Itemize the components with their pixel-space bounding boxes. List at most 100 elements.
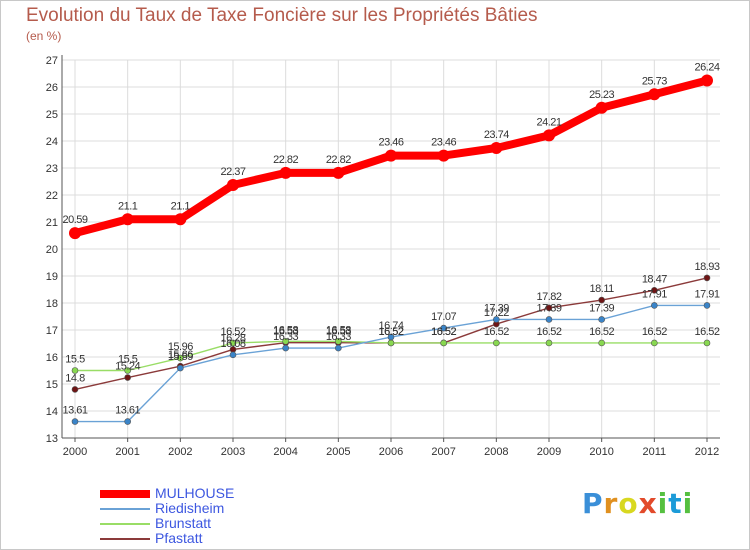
data-label: 16.52 — [378, 326, 403, 338]
data-label: 22.82 — [326, 154, 351, 166]
data-label: 16.52 — [484, 326, 509, 338]
x-tick-label: 2000 — [63, 446, 87, 458]
data-label: 21.1 — [171, 200, 191, 212]
data-point — [177, 364, 184, 372]
data-label: 15.5 — [118, 354, 138, 366]
data-point — [703, 339, 711, 347]
data-point — [335, 344, 342, 352]
data-label: 18.11 — [590, 283, 615, 295]
data-labels: 20.59 21.1 21.1 22.37 22.82 22.82 23.46 23.46 23… — [62, 62, 720, 417]
legend-swatch-pfastatt — [100, 537, 150, 540]
data-point — [545, 316, 553, 323]
data-label: 16.52 — [694, 326, 719, 338]
data-label: 16.53 — [273, 326, 298, 338]
axes: 13 14 15 16 17 18 19 20 21 22 23 24 25 26 27 2000 2001 20… — [46, 55, 720, 458]
data-point — [437, 149, 450, 162]
data-label: 25.73 — [642, 75, 667, 87]
data-point — [124, 374, 131, 381]
data-label: 16.74 — [378, 320, 403, 332]
data-point — [71, 418, 79, 425]
data-point — [121, 213, 134, 226]
y-tick-label: 26 — [46, 82, 58, 94]
data-point — [440, 324, 447, 332]
data-label: 23.74 — [484, 129, 509, 141]
data-label: 15.66 — [168, 349, 193, 361]
legend-label: Pfastatt — [155, 530, 203, 546]
x-tick-label: 2001 — [115, 446, 139, 458]
data-point — [387, 333, 395, 341]
x-tick-label: 2005 — [326, 446, 350, 458]
data-label: 16.28 — [220, 332, 245, 344]
y-tick-label: 24 — [46, 136, 58, 148]
grid — [62, 59, 720, 439]
legend-item: MULHOUSE — [100, 486, 234, 501]
x-tick-label: 2008 — [484, 446, 508, 458]
data-point — [282, 344, 289, 352]
data-label: 17.91 — [694, 288, 719, 300]
data-label: 16.52 — [220, 326, 245, 338]
data-point — [545, 339, 553, 347]
chart-title: Evolution du Taux de Taxe Foncière sur l… — [26, 5, 538, 26]
data-label: 18.93 — [694, 261, 719, 273]
data-label: 17.39 — [484, 302, 509, 314]
y-tick-label: 14 — [46, 406, 58, 418]
logo-letter: x — [638, 487, 658, 520]
data-label: 21.1 — [118, 200, 138, 212]
x-tick-label: 2004 — [273, 446, 297, 458]
data-point — [493, 339, 500, 347]
data-label: 22.82 — [273, 154, 298, 166]
data-label: 17.22 — [484, 307, 509, 319]
y-tick-label: 25 — [46, 109, 58, 121]
x-tick-label: 2002 — [168, 446, 192, 458]
data-point — [124, 367, 131, 374]
data-point — [648, 88, 661, 101]
data-point — [545, 304, 553, 312]
data-label: 23.46 — [431, 137, 456, 149]
y-tick-label: 18 — [46, 298, 58, 310]
data-point — [598, 339, 605, 347]
data-label: 15.96 — [168, 341, 193, 353]
data-label: 16.08 — [220, 338, 245, 350]
data-label: 24.21 — [536, 116, 561, 128]
y-tick-label: 21 — [46, 217, 58, 229]
data-label: 20.59 — [62, 214, 87, 226]
x-tick-label: 2012 — [695, 446, 719, 458]
data-point — [279, 166, 292, 179]
legend-item: Riedisheim — [100, 501, 234, 516]
y-axis-unit: (en %) — [26, 29, 62, 43]
logo-letter: t — [668, 487, 683, 520]
data-label: 16.58 — [326, 324, 351, 336]
data-point — [229, 351, 237, 359]
data-label: 16.52 — [642, 326, 667, 338]
y-tick-label: 16 — [46, 352, 58, 364]
logo-letter: r — [603, 487, 619, 520]
data-point — [229, 339, 237, 347]
y-tick-label: 19 — [46, 271, 58, 283]
y-tick-label: 13 — [46, 433, 58, 445]
data-point — [595, 101, 608, 114]
legend-swatch-brunstatt — [100, 522, 150, 525]
data-point — [282, 338, 289, 345]
data-point — [174, 213, 187, 226]
data-point — [490, 142, 503, 155]
data-point — [651, 287, 658, 294]
logo-letter: P — [582, 487, 604, 520]
data-label: 16.33 — [273, 331, 298, 343]
legend-item: Brunstatt — [100, 516, 234, 531]
data-point — [598, 296, 605, 304]
data-label: 13.61 — [62, 405, 87, 417]
y-tick-label: 22 — [46, 190, 58, 202]
data-label: 23.46 — [378, 137, 403, 149]
y-tick-label: 23 — [46, 163, 58, 175]
data-label: 26.24 — [694, 62, 719, 74]
logo-letter: i — [682, 487, 694, 520]
x-tick-label: 2006 — [379, 446, 403, 458]
data-label: 16.52 — [589, 326, 614, 338]
data-point — [703, 302, 711, 309]
data-point — [71, 367, 79, 374]
data-point — [124, 418, 131, 425]
y-tick-label: 15 — [46, 379, 58, 391]
data-label: 16.52 — [536, 326, 561, 338]
